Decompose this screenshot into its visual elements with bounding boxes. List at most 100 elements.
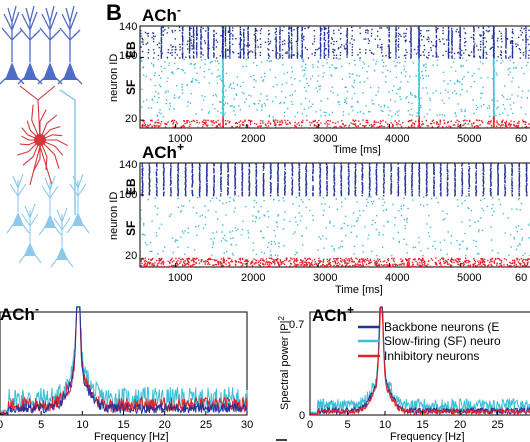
spectrum-ach-minus: ACh- 0 5 10 15 20 25 30 Frequency [Hz] (0, 302, 253, 442)
raster-sf-spikes (140, 57, 530, 118)
raster-ach-plus-xtick-3000: 3000 (313, 272, 337, 284)
legend-label-slow-firing: Slow-firing (SF) neuro (384, 334, 501, 348)
panel-letter: B (106, 0, 122, 25)
spectrum-xtick-label: 15 (417, 419, 429, 431)
slow-firing-soma (12, 212, 24, 226)
raster-ach-minus-group-eb: EB (124, 41, 138, 58)
raster-eb-spikes (140, 26, 530, 59)
spectrum-xtick-label: 20 (454, 419, 466, 431)
raster-ach-plus-group-eb: EB (124, 178, 138, 195)
pyramidal-dendrites (17, 5, 43, 85)
raster-inhibitory-spikes (140, 257, 530, 268)
spectrum-xtick-label: 10 (379, 419, 391, 431)
raster-ach-minus-xlabel: Time [ms] (333, 144, 381, 156)
raster-ach-plus-spikes (140, 163, 530, 268)
spectrum-legend: Backbone neurons (E Slow-firing (SF) neu… (358, 320, 501, 363)
raster-ach-plus-ticks (140, 162, 462, 267)
raster-ach-minus-xtick-6000: 60 (515, 133, 527, 145)
pyramidal-soma (5, 62, 19, 80)
spectrum-ach-plus-ticks (309, 411, 498, 415)
spectrum-line-slow_firing (0, 306, 248, 415)
spectrum-xtick-label: 25 (492, 419, 504, 431)
spectrum-xtick-label: 0 (0, 419, 3, 431)
slow-firing-soma (44, 214, 56, 228)
slow-firing-dendrites (50, 207, 74, 268)
excitatory-backbone-neuron-icon (0, 5, 83, 215)
slow-firing-dendrites (66, 173, 90, 234)
raster-ach-plus-xtick-5000: 5000 (457, 272, 481, 284)
raster-ach-minus-xtick-1000: 1000 (168, 133, 192, 145)
raster-ach-plus-xtick-6000: 60 (515, 272, 527, 284)
slow-firing-soma (56, 246, 68, 260)
raster-eb-spikes (141, 163, 528, 197)
raster-ach-plus-title: ACh+ (142, 140, 184, 162)
raster-ach-plus-group-sf: SF (124, 221, 138, 236)
pyramidal-soma (43, 62, 57, 80)
raster-ach-minus-xtick-2000: 2000 (241, 133, 265, 145)
spectrum-ach-plus-title-sup: + (347, 303, 354, 317)
raster-ach-minus-title-sup: - (177, 3, 181, 17)
spectrum-ach-minus-title-text: ACh (0, 305, 35, 324)
raster-ach-minus-xtick-5000: 5000 (457, 133, 481, 145)
raster-ach-plus-xtick-1000: 1000 (168, 272, 192, 284)
spectrum-xtick-label: 5 (345, 419, 351, 431)
spectrum-xtick-label: 0 (307, 419, 313, 431)
spectrum-ach-minus-ticks (0, 411, 248, 415)
raster-ach-plus-ytick-20: 20 (125, 250, 137, 262)
raster-ach-minus-ytick-20: 20 (125, 113, 137, 125)
spectrum-ach-minus-xlabel: Frequency [Hz] (94, 431, 169, 442)
pyramidal-soma (63, 62, 77, 80)
raster-ach-plus-ylabel: neuron ID (108, 192, 120, 240)
spectrum-xtick-label: 5 (38, 419, 44, 431)
slow-firing-dendrites (18, 203, 42, 264)
raster-ach-minus: ACh- 140 100 20 EB SF neuron ID 1000 200… (108, 3, 530, 156)
spectrum-ach-minus-title: ACh- (0, 302, 39, 324)
spectrum-ach-plus-ylabel-sup: 2 (277, 316, 286, 321)
spectrum-ach-minus-series (0, 306, 248, 416)
legend-label-backbone: Backbone neurons (E (384, 320, 499, 334)
pyramidal-soma (23, 62, 37, 80)
spectrum-ach-plus-ytick-0.7: 0.7 (289, 319, 304, 331)
spectrum-ach-plus-ylabel-text: Spectral power |P| (279, 321, 291, 410)
spectrum-ach-plus-title-text: ACh (312, 306, 347, 325)
spectrum-ach-plus-ylabel: Spectral power |P|2 (277, 316, 291, 410)
pyramidal-dendrites (37, 5, 63, 85)
slow-firing-dendrites (38, 175, 62, 236)
raster-ach-minus-ticks (140, 25, 462, 128)
raster-ach-plus: ACh+ 140 100 20 EB SF neuron ID 1000 200… (108, 140, 530, 296)
pyramidal-dendrites (57, 5, 83, 85)
raster-ach-minus-title: ACh- (142, 3, 181, 25)
raster-ach-plus-ytick-100: 100 (119, 189, 137, 201)
spectrum-ach-plus: ACh+ 0 5 10 15 20 25 0.7 0 Spectral power |P|… (277, 303, 530, 442)
raster-ach-minus-ytick-140: 140 (119, 21, 137, 33)
spectrum-xtick-label: 20 (159, 419, 171, 431)
inhibitory-interneuron-icon (17, 85, 69, 186)
spectrum-ach-plus-xlabel: Frequency [Hz] (390, 431, 465, 442)
spectrum-xtick-label: 25 (200, 419, 212, 431)
interneuron-processes (17, 85, 69, 186)
raster-ach-minus-title-text: ACh (142, 6, 177, 25)
raster-sf-spikes (140, 195, 530, 257)
axon-projection (59, 89, 76, 215)
slow-firing-neuron-icon (6, 173, 90, 268)
spectrum-ach-plus-tick-labels: 0 5 10 15 20 25 (307, 419, 504, 431)
spectrum-ach-minus-title-sup: - (35, 302, 39, 316)
raster-ach-minus-xtick-3000: 3000 (313, 133, 337, 145)
slow-firing-dendrites (6, 173, 30, 234)
raster-ach-plus-title-sup: + (177, 140, 184, 154)
spectrum-xtick-label: 15 (118, 419, 130, 431)
raster-ach-plus-xtick-2000: 2000 (241, 272, 265, 284)
raster-ach-plus-title-text: ACh (142, 143, 177, 162)
raster-ach-minus-group-sf: SF (124, 80, 138, 95)
legend-label-inhibitory: Inhibitory neurons (384, 349, 479, 363)
raster-ach-minus-xtick-4000: 4000 (385, 133, 409, 145)
raster-ach-minus-spikes (140, 26, 530, 129)
slow-firing-soma (24, 242, 36, 256)
spectrum-ach-minus-tick-labels: 0 5 10 15 20 25 30 (0, 419, 253, 431)
slow-firing-soma (72, 212, 84, 226)
spectrum-xtick-label: 30 (241, 419, 253, 431)
raster-inhibitory-spikes (141, 116, 530, 129)
raster-ach-plus-ytick-140: 140 (119, 159, 137, 171)
spectrum-xtick-label: 10 (76, 419, 88, 431)
